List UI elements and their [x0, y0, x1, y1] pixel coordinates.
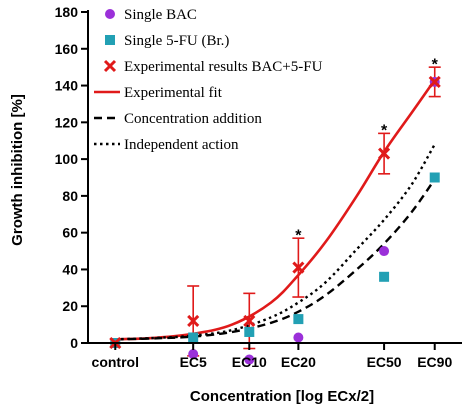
y-axis: 0 20 40 60 80 100 120 140 160 180 [55, 4, 89, 351]
y-axis-title: Growth inhibition [%] [9, 94, 26, 246]
x-stroke [292, 261, 305, 274]
annotations: * * * [295, 56, 438, 244]
x-tick-label: EC5 [180, 354, 207, 370]
y-tick-label: 80 [62, 188, 78, 204]
x-tick-label: EC20 [281, 354, 316, 370]
legend: Single BAC Single 5-FU (Br.) Experimental … [94, 7, 323, 153]
y-tick-label: 0 [70, 335, 78, 351]
data-point-circle [244, 354, 255, 365]
legend-item: Single 5-FU (Br.) [105, 33, 229, 49]
data-point-x [103, 59, 117, 73]
data-point-x [243, 314, 256, 327]
x-tick-label: control [92, 354, 139, 370]
y-tick-label: 20 [62, 298, 78, 314]
legend-label: Concentration addition [124, 111, 262, 127]
legend-label: Single 5-FU (Br.) [124, 33, 229, 49]
significance-star: * [432, 56, 439, 73]
x-tick-label: EC10 [232, 354, 267, 370]
significance-star: * [381, 123, 388, 140]
legend-label: Independent action [124, 137, 239, 153]
x-axis-title: Concentration [log ECx/2] [190, 388, 374, 405]
y-tick-label: 160 [55, 41, 79, 57]
data-point-circle [188, 349, 199, 360]
significance-star: * [295, 228, 302, 245]
x-axis: control EC5 EC10 EC20 EC50 EC90 [88, 342, 462, 370]
data-point-circle [105, 9, 115, 19]
x-stroke [428, 75, 441, 88]
data-point-square [429, 172, 440, 183]
legend-item: Independent action [94, 137, 239, 153]
data-point-square [379, 271, 390, 282]
data-point-x [428, 75, 441, 88]
legend-item: Concentration addition [94, 111, 262, 127]
data-point-circle [293, 332, 304, 343]
data-point-square [188, 332, 199, 343]
data-point-circle [379, 246, 390, 257]
data-point-x [378, 147, 391, 160]
x-stroke [243, 314, 256, 327]
legend-label: Single BAC [124, 7, 197, 23]
data-point-square [293, 314, 304, 325]
x-tick-label: EC50 [367, 354, 402, 370]
series-line [115, 143, 436, 341]
data-point-x [292, 261, 305, 274]
data-point-square [105, 35, 115, 45]
x-stroke [378, 147, 391, 160]
y-tick-label: 140 [55, 78, 79, 94]
x-stroke [187, 314, 200, 327]
x-stroke [103, 59, 117, 73]
legend-label: Experimental fit [124, 85, 223, 101]
y-tick-label: 60 [62, 225, 78, 241]
data-point-square [244, 326, 255, 337]
legend-label: Experimental results BAC+5-FU [124, 59, 323, 75]
y-tick-label: 120 [55, 114, 79, 130]
x-tick-label: EC90 [417, 354, 452, 370]
legend-item: Experimental fit [94, 85, 223, 101]
y-tick-label: 40 [62, 261, 78, 277]
y-tick-label: 100 [55, 151, 79, 167]
legend-item: Single BAC [105, 7, 197, 23]
data-point-x [187, 314, 200, 327]
legend-item: Experimental results BAC+5-FU [103, 59, 323, 75]
y-tick-label: 180 [55, 4, 79, 20]
